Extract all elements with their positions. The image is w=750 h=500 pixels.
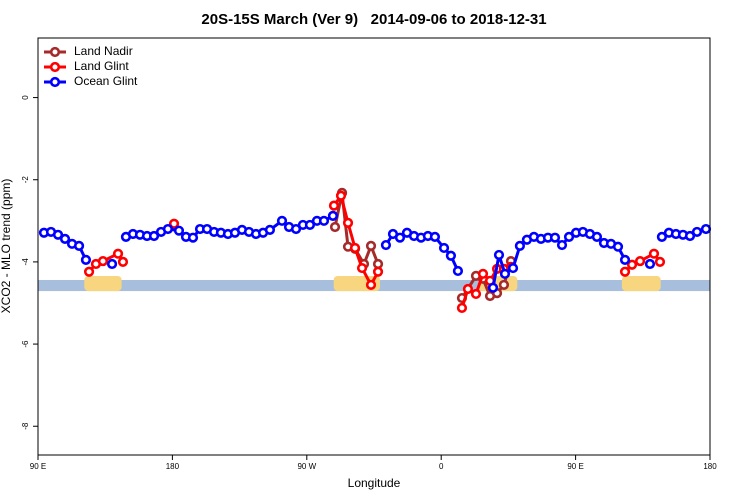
data-point — [438, 242, 450, 254]
data-point — [83, 266, 95, 277]
data-point — [106, 258, 118, 270]
data-point — [117, 256, 129, 268]
data-point — [327, 210, 339, 221]
data-point — [445, 250, 457, 261]
data-point — [168, 218, 180, 229]
data-point — [644, 258, 656, 270]
legend-label: Land Glint — [74, 59, 129, 73]
data-point — [304, 219, 316, 231]
data-point — [462, 283, 474, 295]
x-tick-label: 90 E — [567, 462, 583, 471]
data-point — [162, 223, 174, 235]
data-point — [80, 254, 92, 265]
data-point — [380, 239, 392, 251]
y-tick-label: -2 — [21, 176, 30, 184]
data-point — [264, 224, 276, 235]
data-point — [394, 232, 406, 243]
data-point — [619, 254, 631, 265]
y-tick-label: -6 — [21, 340, 30, 348]
y-tick-label: -4 — [21, 258, 30, 266]
data-point — [635, 255, 646, 267]
plot-frame — [37, 37, 711, 456]
data-point — [477, 268, 489, 279]
data-point — [372, 258, 384, 270]
data-point — [549, 232, 561, 243]
y-tick-label: 0 — [21, 95, 30, 100]
data-point — [626, 259, 638, 270]
x-tick-label: 180 — [166, 462, 180, 471]
data-point — [656, 231, 668, 242]
data-point — [328, 200, 340, 211]
data-point — [290, 223, 302, 235]
land-span — [84, 275, 122, 292]
data-point — [148, 230, 160, 242]
data-point — [507, 262, 519, 274]
data-point — [318, 215, 330, 226]
data-point — [456, 302, 468, 314]
legend-label: Land Nadir — [74, 44, 133, 58]
data-point — [498, 279, 510, 291]
data-point — [700, 223, 712, 235]
chart-title: 20S-15S March (Ver 9) 2014-09-06 to 2018… — [201, 11, 546, 28]
data-point — [59, 233, 71, 244]
data-point — [452, 265, 464, 277]
data-point — [276, 215, 288, 226]
data-point — [556, 239, 568, 251]
x-tick-label: 180 — [703, 462, 717, 471]
data-point — [342, 217, 354, 228]
x-axis-label: Longitude — [348, 476, 401, 490]
land-span — [621, 275, 661, 292]
y-axis-label: XCO2 - MLO trend (ppm) — [0, 179, 13, 314]
y-tick-label: -8 — [21, 422, 30, 430]
data-point — [112, 248, 124, 259]
data-point — [493, 249, 505, 261]
data-point — [684, 230, 696, 242]
data-point — [612, 241, 624, 252]
legend-label: Ocean Glint — [74, 74, 138, 88]
x-tick-label: 0 — [439, 462, 444, 471]
data-point — [329, 221, 341, 233]
data-point — [356, 262, 368, 274]
legend-marker — [49, 61, 61, 73]
data-point — [173, 225, 185, 236]
data-point — [591, 231, 603, 242]
data-point — [365, 279, 377, 291]
data-point — [335, 190, 347, 201]
data-point — [365, 240, 377, 251]
data-point — [73, 240, 85, 251]
legend-marker — [49, 46, 61, 58]
data-point — [372, 266, 384, 277]
data-point — [619, 266, 631, 277]
data-point — [654, 256, 666, 268]
data-point — [691, 226, 703, 238]
data-point — [52, 229, 64, 240]
data-point — [429, 231, 441, 242]
data-point — [563, 231, 575, 242]
x-tick-label: 90 E — [30, 462, 46, 471]
data-point — [97, 255, 109, 267]
data-point — [470, 288, 482, 300]
data-point — [648, 248, 660, 259]
legend-marker — [49, 76, 61, 88]
data-point — [487, 282, 499, 293]
data-point — [349, 242, 361, 254]
data-point — [514, 240, 525, 251]
x-tick-label: 90 W — [297, 462, 316, 471]
data-point — [187, 232, 199, 243]
data-point — [499, 268, 511, 279]
